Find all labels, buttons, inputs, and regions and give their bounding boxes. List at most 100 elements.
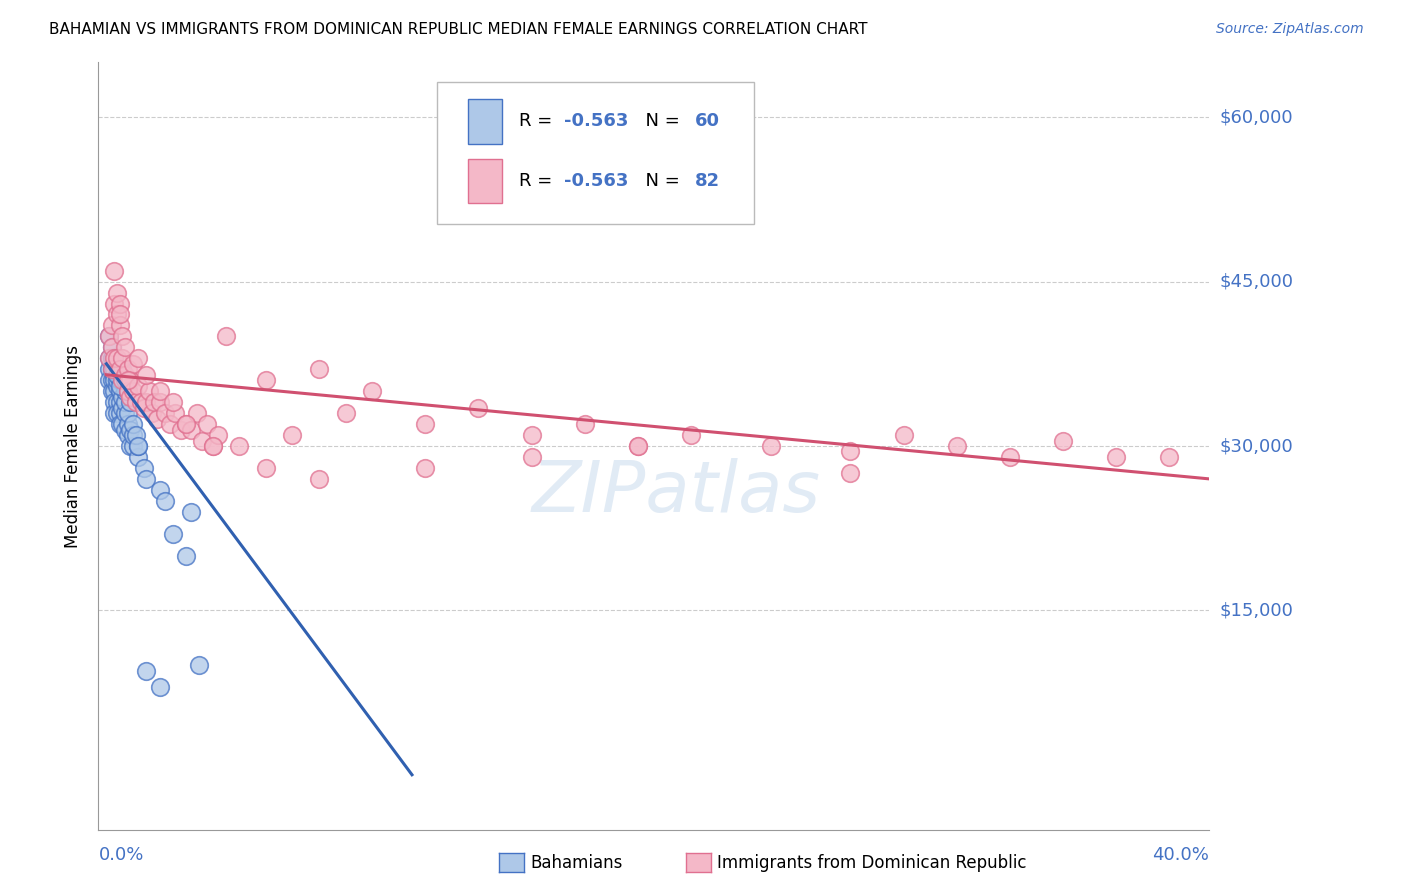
Point <box>201 439 224 453</box>
Point <box>162 526 184 541</box>
Point <box>108 308 131 322</box>
Point <box>188 658 211 673</box>
Point <box>114 384 136 399</box>
Point <box>520 428 543 442</box>
Point <box>122 439 145 453</box>
Point <box>114 423 136 437</box>
Text: 40.0%: 40.0% <box>1153 846 1209 864</box>
Point <box>207 428 229 442</box>
Text: 0.0%: 0.0% <box>98 846 143 864</box>
Point <box>186 406 208 420</box>
Point <box>174 549 197 563</box>
Point <box>111 351 134 366</box>
Point <box>254 461 277 475</box>
Point <box>308 362 330 376</box>
Point <box>127 351 149 366</box>
Point <box>111 329 134 343</box>
Point <box>108 417 131 431</box>
Point <box>135 472 157 486</box>
Point <box>111 390 134 404</box>
Point <box>839 444 862 458</box>
Point <box>111 362 134 376</box>
Point <box>105 378 128 392</box>
Point <box>361 384 384 399</box>
Point <box>111 417 134 431</box>
Point <box>117 362 139 376</box>
Point <box>180 505 202 519</box>
Point <box>114 340 136 354</box>
Point <box>117 428 139 442</box>
Text: N =: N = <box>634 172 685 190</box>
Point <box>1159 450 1181 464</box>
Text: Bahamians: Bahamians <box>530 854 623 871</box>
Point <box>98 373 121 387</box>
Text: $30,000: $30,000 <box>1220 437 1294 455</box>
Point <box>108 395 131 409</box>
Point <box>153 493 176 508</box>
Point <box>574 417 596 431</box>
Point <box>108 406 131 420</box>
Point <box>108 378 131 392</box>
Point <box>103 368 125 382</box>
Point <box>228 439 250 453</box>
Point <box>132 461 155 475</box>
Point <box>98 362 121 376</box>
Point <box>114 395 136 409</box>
Point <box>98 329 121 343</box>
Point <box>108 362 131 376</box>
Point <box>627 439 650 453</box>
Point <box>413 461 436 475</box>
Point <box>135 664 157 678</box>
Point <box>100 340 122 354</box>
Point <box>467 401 489 415</box>
Point <box>124 428 146 442</box>
Text: $45,000: $45,000 <box>1220 273 1294 291</box>
Point <box>122 417 145 431</box>
Text: -0.563: -0.563 <box>564 112 628 130</box>
Point <box>893 428 915 442</box>
Point <box>120 373 142 387</box>
Point <box>100 340 122 354</box>
Point <box>143 395 166 409</box>
Point <box>100 362 122 376</box>
Point <box>122 384 145 399</box>
Point <box>100 384 122 399</box>
Point <box>105 351 128 366</box>
Point <box>413 417 436 431</box>
FancyBboxPatch shape <box>468 99 502 144</box>
Point <box>174 417 197 431</box>
Text: 60: 60 <box>695 112 720 130</box>
Point <box>103 406 125 420</box>
Point <box>679 428 702 442</box>
Point <box>98 351 121 366</box>
Text: Source: ZipAtlas.com: Source: ZipAtlas.com <box>1216 22 1364 37</box>
Point <box>146 411 169 425</box>
Point <box>1105 450 1128 464</box>
Point <box>120 439 142 453</box>
Point <box>148 384 170 399</box>
Point <box>127 450 149 464</box>
Point <box>127 439 149 453</box>
Point <box>281 428 304 442</box>
Point <box>122 428 145 442</box>
Point <box>148 680 170 694</box>
Point <box>138 384 160 399</box>
Text: 82: 82 <box>695 172 720 190</box>
Point <box>114 368 136 382</box>
Point <box>148 483 170 497</box>
Point <box>195 417 218 431</box>
Point <box>105 373 128 387</box>
Text: Immigrants from Dominican Republic: Immigrants from Dominican Republic <box>717 854 1026 871</box>
Point <box>114 373 136 387</box>
Point <box>174 417 197 431</box>
Point <box>105 406 128 420</box>
Point <box>117 417 139 431</box>
Text: ZIPatlas: ZIPatlas <box>531 458 821 526</box>
Point <box>103 296 125 310</box>
Point <box>127 378 149 392</box>
Point <box>135 368 157 382</box>
Point <box>105 395 128 409</box>
Point <box>103 384 125 399</box>
Point <box>111 373 134 387</box>
Point <box>153 406 176 420</box>
